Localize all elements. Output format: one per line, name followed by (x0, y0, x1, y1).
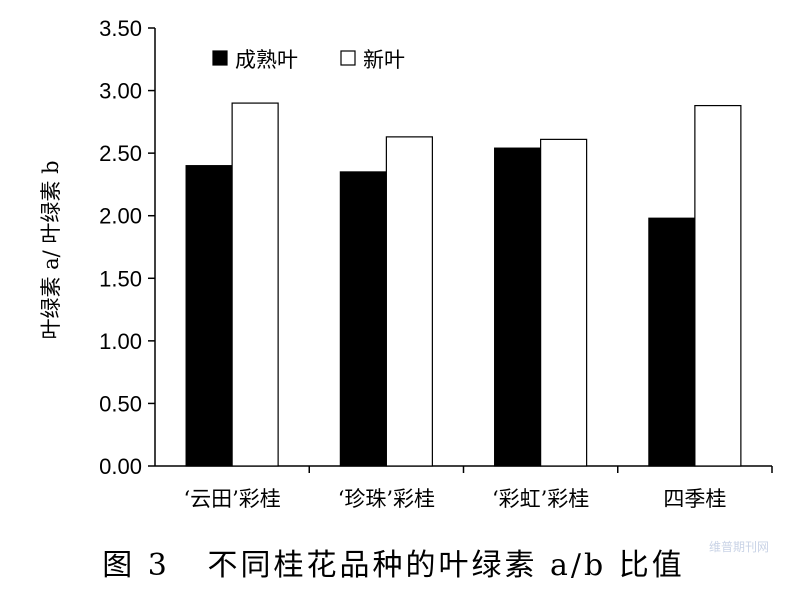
chart: 0.000.501.001.502.002.503.003.50 ‘云田’彩桂 ‘… (39, 16, 773, 511)
y-tick-label: 3.00 (99, 79, 142, 104)
x-tick-label: ‘云田’彩桂 (183, 487, 280, 511)
y-tick-label: 3.50 (99, 16, 142, 41)
x-tick-label: ‘彩虹’彩桂 (492, 487, 589, 511)
y-tick-label: 2.00 (99, 204, 142, 229)
legend: 成熟叶 新叶 (212, 48, 405, 72)
y-tick-label: 2.50 (99, 141, 142, 166)
y-axis-label: 叶绿素 a/ 叶绿素 b (39, 160, 63, 339)
bar-new-2 (540, 138, 588, 467)
x-tick-label: 四季桂 (663, 487, 726, 511)
x-tick-labels: ‘云田’彩桂 ‘珍珠’彩桂 ‘彩虹’彩桂 四季桂 (183, 466, 773, 511)
bar-mature-3 (648, 217, 696, 467)
bar-mature-2 (494, 147, 542, 467)
x-tick-label: ‘珍珠’彩桂 (338, 487, 435, 511)
bar-new-0 (231, 102, 279, 467)
legend-swatch (340, 50, 356, 66)
y-tick-label: 0.00 (99, 454, 142, 479)
y-ticks: 0.00 0.50 1.00 1.50 2.00 2.50 3.00 3.50 (99, 16, 155, 479)
figure-caption: 图 3 不同桂花品种的叶绿素 a/b 比值 (102, 548, 685, 583)
y-tick-label: 1.50 (99, 266, 142, 291)
legend-label: 成熟叶 (235, 48, 298, 72)
bar-new-3 (694, 104, 742, 467)
bars (185, 102, 742, 467)
y-tick-label: 1.00 (99, 329, 142, 354)
legend-label: 新叶 (363, 48, 405, 72)
legend-swatch (212, 50, 228, 66)
y-tick-label: 0.50 (99, 391, 142, 416)
bar-mature-0 (185, 165, 233, 467)
watermark: 维普期刊网 (708, 540, 769, 554)
bar-mature-1 (339, 171, 387, 467)
bar-new-1 (385, 136, 433, 467)
